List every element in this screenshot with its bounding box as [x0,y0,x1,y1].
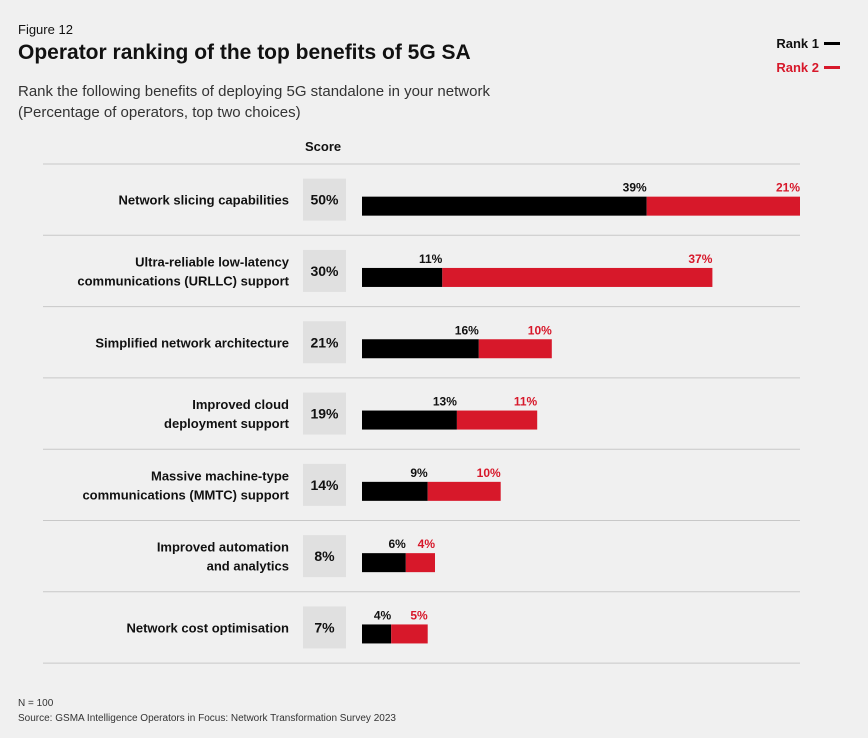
category-label: Improved automation [157,540,289,555]
bar-rank1 [362,624,392,644]
score-value: 21% [310,334,339,350]
data-label-rank1: 11% [419,252,443,266]
data-label-rank1: 9% [410,466,428,480]
data-label-rank1: 16% [455,323,479,337]
category-label: Network cost optimisation [126,620,289,635]
data-label-rank1: 4% [374,608,392,622]
data-label-rank1: 13% [433,395,457,409]
legend-item-rank2: Rank 2 [776,55,840,79]
category-label: Simplified network architecture [95,335,289,350]
source-note: Source: GSMA Intelligence Operators in F… [18,713,396,724]
chart-subtitle: Rank the following benefits of deploying… [18,81,490,123]
category-label: communications (MMTC) support [82,487,289,502]
score-box [303,321,346,364]
score-value: 19% [310,406,339,422]
data-label-rank1: 6% [388,537,406,551]
legend-label-rank1: Rank 1 [776,35,819,51]
score-box [303,606,346,649]
legend: Rank 1 Rank 2 [776,31,840,79]
bar-rank2 [646,196,800,216]
category-label: Improved cloud [192,397,289,412]
score-value: 8% [314,548,335,564]
data-label-rank2: 10% [528,323,552,337]
bar-rank1 [362,410,457,430]
data-label-rank1: 39% [623,181,647,195]
score-box [303,249,346,292]
bar-rank2 [405,553,435,573]
bar-rank2 [478,339,552,359]
score-value: 50% [310,192,339,208]
bar-rank2 [442,267,713,287]
legend-swatch-rank2 [824,65,840,69]
bar-rank2 [427,481,501,501]
data-label-rank2: 4% [418,537,436,551]
bar-rank1 [362,196,647,216]
subtitle-line-2: (Percentage of operators, top two choice… [18,104,301,121]
score-box [303,178,346,221]
legend-item-rank1: Rank 1 [776,31,840,55]
sample-size-note: N = 100 [18,698,54,709]
figure-label: Figure 12 [18,22,73,37]
subtitle-line-1: Rank the following benefits of deploying… [18,83,490,100]
data-label-rank2: 21% [776,181,800,195]
category-label: communications (URLLC) support [77,273,289,288]
chart-title: Operator ranking of the top benefits of … [18,41,471,64]
data-label-rank2: 11% [514,395,538,409]
category-label: Ultra-reliable low-latency [135,254,290,269]
score-value: 14% [310,477,339,493]
category-label: deployment support [164,416,290,431]
category-label: Network slicing capabilities [119,193,290,208]
data-label-rank2: 5% [410,608,428,622]
bar-rank1 [362,553,406,573]
bar-rank1 [362,339,479,359]
bar-rank2 [391,624,428,644]
score-box [303,535,346,578]
score-value: 30% [310,263,339,279]
category-label: Massive machine-type [151,468,289,483]
bar-rank1 [362,481,428,501]
legend-swatch-rank1 [824,41,840,45]
data-label-rank2: 10% [477,466,501,480]
data-label-rank2: 37% [688,252,712,266]
score-box [303,463,346,506]
legend-label-rank2: Rank 2 [776,59,819,75]
score-box [303,392,346,435]
bar-rank2 [456,410,538,430]
score-column-header: Score [305,139,342,154]
score-value: 7% [314,619,335,635]
bar-rank1 [362,267,443,287]
category-label: and analytics [207,559,289,574]
